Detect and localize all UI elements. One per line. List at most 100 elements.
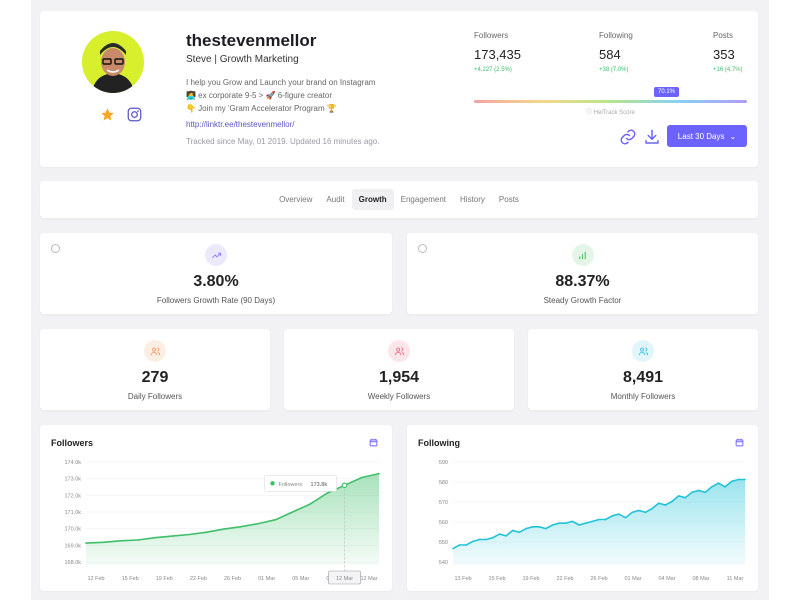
data-point[interactable]: [378, 472, 380, 475]
series-area: [453, 479, 745, 565]
data-point[interactable]: [730, 480, 733, 483]
data-point[interactable]: [485, 538, 487, 541]
tab-audit[interactable]: Audit: [326, 195, 345, 204]
tab-history[interactable]: History: [460, 195, 485, 204]
data-point[interactable]: [531, 526, 534, 528]
stat-value: 584: [599, 47, 621, 62]
data-point[interactable]: [671, 500, 673, 503]
users-icon: [388, 340, 410, 362]
calendar-icon[interactable]: [735, 438, 744, 447]
data-point[interactable]: [257, 522, 260, 525]
data-point[interactable]: [584, 522, 587, 524]
data-point[interactable]: [558, 522, 560, 524]
data-point[interactable]: [684, 496, 687, 499]
data-point[interactable]: [737, 478, 740, 481]
stat-following: Following 584 +38 (7.0%): [599, 31, 633, 73]
data-point[interactable]: [591, 520, 594, 523]
data-point[interactable]: [744, 478, 746, 481]
data-point[interactable]: [309, 503, 311, 505]
data-point[interactable]: [611, 515, 614, 517]
data-point[interactable]: [505, 535, 507, 537]
data-point[interactable]: [545, 527, 547, 530]
users-icon: [144, 340, 166, 362]
data-point[interactable]: [465, 544, 468, 546]
date-range-button[interactable]: Last 30 Days ⌄: [667, 125, 747, 147]
data-point[interactable]: [205, 531, 208, 533]
tab-engagement[interactable]: Engagement: [400, 195, 447, 204]
data-point[interactable]: [492, 536, 494, 539]
growth-rate-card: 3.80% Followers Growth Rate (90 Days): [40, 233, 392, 314]
users-icon: [632, 340, 654, 362]
y-tick-label: 580: [439, 480, 448, 486]
data-point[interactable]: [154, 536, 156, 539]
data-point[interactable]: [664, 504, 667, 506]
tab-growth[interactable]: Growth: [351, 189, 394, 210]
data-point[interactable]: [326, 492, 329, 494]
data-point[interactable]: [638, 509, 640, 512]
y-tick-label: 590: [439, 460, 448, 466]
data-point[interactable]: [102, 541, 105, 544]
tab-overview[interactable]: Overview: [279, 195, 313, 204]
data-point[interactable]: [657, 502, 660, 504]
data-point[interactable]: [188, 533, 191, 536]
data-point[interactable]: [240, 525, 242, 528]
data-point[interactable]: [677, 495, 680, 497]
instagram-icon[interactable]: [127, 107, 142, 127]
data-point[interactable]: [452, 547, 454, 550]
info-icon[interactable]: [51, 244, 60, 253]
metric-label: Monthly Followers: [610, 392, 676, 401]
data-point[interactable]: [85, 542, 87, 544]
data-point[interactable]: [697, 489, 700, 492]
data-point[interactable]: [360, 476, 363, 479]
calendar-icon[interactable]: [369, 438, 378, 447]
data-point[interactable]: [472, 540, 474, 543]
data-point[interactable]: [578, 524, 580, 526]
data-point[interactable]: [644, 511, 647, 514]
download-icon[interactable]: [643, 128, 661, 146]
data-point[interactable]: [618, 513, 620, 515]
x-tick-label: 26 Feb: [590, 576, 607, 582]
data-point[interactable]: [511, 529, 514, 532]
x-tick-label: 04 Mar: [658, 576, 675, 582]
data-point[interactable]: [223, 528, 225, 530]
info-icon[interactable]: [418, 244, 427, 253]
tab-posts[interactable]: Posts: [498, 195, 519, 204]
tooltip-box: [264, 475, 337, 492]
hover-point[interactable]: [341, 482, 348, 489]
data-point[interactable]: [565, 522, 567, 524]
y-tick-label: 168.0k: [64, 560, 81, 566]
x-tick-label: 19 Feb: [522, 576, 539, 582]
link-icon[interactable]: [619, 128, 637, 146]
profile-card: thestevenmellor Steve | Growth Marketing…: [40, 11, 758, 167]
data-point[interactable]: [624, 516, 627, 519]
data-point[interactable]: [551, 524, 554, 526]
data-point[interactable]: [538, 526, 541, 528]
y-tick-label: 550: [439, 540, 448, 546]
data-point[interactable]: [518, 531, 521, 534]
data-point[interactable]: [724, 486, 726, 488]
profile-link[interactable]: http://linktr.ee/thestevenmellor/: [186, 120, 295, 129]
data-point[interactable]: [171, 535, 173, 537]
data-point[interactable]: [691, 491, 693, 494]
data-point[interactable]: [525, 527, 527, 530]
data-point[interactable]: [711, 486, 713, 488]
data-point[interactable]: [604, 518, 607, 521]
data-point[interactable]: [704, 491, 706, 494]
data-point[interactable]: [571, 520, 574, 523]
metric-value: 1,954: [378, 369, 420, 386]
metric-value: 88.37%: [555, 273, 610, 290]
bio-line: 👩‍💻 ex corporate 9-5 > 🚀 6-figure creato…: [186, 91, 332, 100]
data-point[interactable]: [292, 511, 294, 513]
data-point[interactable]: [478, 538, 481, 541]
stat-value: 353: [713, 47, 735, 62]
data-point[interactable]: [651, 507, 653, 510]
data-point[interactable]: [598, 518, 600, 521]
data-point[interactable]: [274, 518, 277, 521]
data-point[interactable]: [631, 511, 633, 514]
data-point[interactable]: [119, 539, 122, 542]
data-point[interactable]: [717, 482, 720, 484]
data-point[interactable]: [498, 533, 501, 535]
star-icon[interactable]: [100, 107, 115, 127]
data-point[interactable]: [458, 544, 461, 546]
data-point[interactable]: [136, 539, 139, 541]
